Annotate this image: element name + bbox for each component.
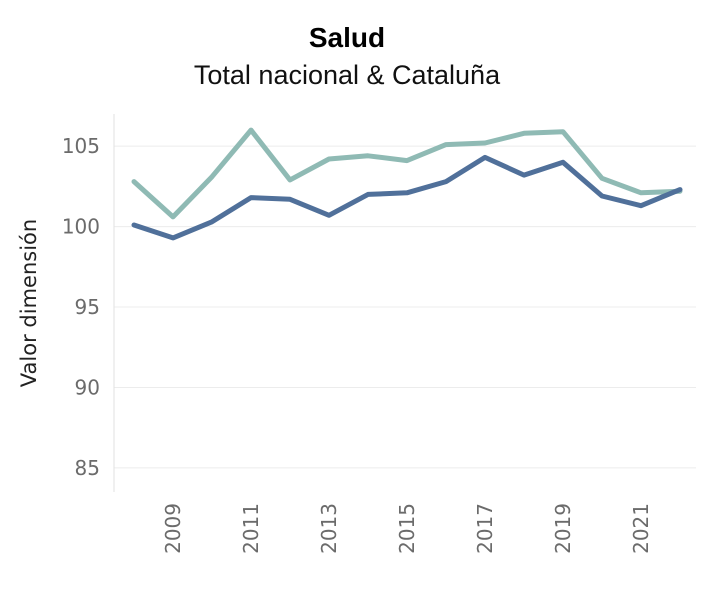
chart-subtitle: Total nacional & Cataluña — [193, 60, 501, 90]
y-axis-title: Valor dimensión — [17, 219, 41, 387]
x-tick-label: 2009 — [161, 503, 185, 554]
y-tick-label: 100 — [62, 215, 100, 239]
x-tick-label: 2017 — [473, 503, 497, 554]
series-lines — [131, 127, 683, 241]
y-tick-label: 95 — [75, 295, 100, 319]
chart-title: Salud — [308, 22, 386, 53]
gridlines — [114, 145, 696, 469]
y-tick-label: 85 — [75, 456, 100, 480]
y-tick-label: 90 — [75, 375, 100, 399]
y-tick-label: 105 — [62, 134, 100, 158]
axis-labels: 85 90 95 100 105 2009 2011 2013 2015 2017 2019 2021… — [17, 134, 653, 554]
x-tick-label: 2021 — [629, 503, 653, 554]
series-line-total-nacional[interactable] — [131, 154, 683, 241]
x-tick-label: 2011 — [239, 503, 263, 554]
x-tick-label: 2013 — [317, 503, 341, 554]
series-line-cataluna[interactable] — [131, 127, 683, 220]
x-tick-label: 2019 — [551, 503, 575, 554]
x-tick-label: 2015 — [395, 503, 419, 554]
